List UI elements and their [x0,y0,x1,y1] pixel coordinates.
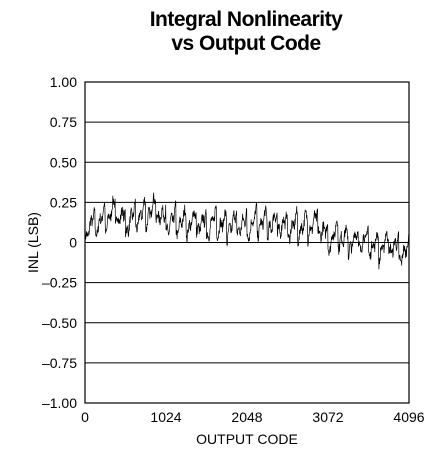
y-tick-labels: 1.00 0.75 0.50 0.25 0 –0.25 –0.50 –0.75 –1.00 [42,74,77,411]
y-tick-label: 0.75 [50,114,77,130]
y-tick-label: –0.75 [42,355,77,371]
x-axis-label: OUTPUT CODE [196,431,298,447]
x-tick-label: 1024 [150,409,181,425]
x-tick-labels: 0 1024 2048 3072 4096 [81,409,425,425]
y-tick-label: –0.25 [42,275,77,291]
x-tick-label: 3072 [312,409,343,425]
plot-frame [84,81,410,404]
chart-title-line-1: Integral Nonlinearity [149,8,343,31]
gridlines [85,121,409,364]
y-tick-label: 0 [69,235,77,251]
x-tick-label: 0 [81,409,89,425]
x-tick-label: 2048 [231,409,262,425]
chart-title-line-2: vs Output Code [171,32,321,55]
y-tick-label: 1.00 [50,74,77,90]
inl-series-line [84,192,410,270]
y-tick-label: 0.25 [50,194,77,210]
x-tick-label: 4096 [393,409,424,425]
y-tick-label: –0.50 [42,315,77,331]
y-tick-label: 0.50 [50,154,77,170]
y-axis-label: INL (LSB) [25,212,41,273]
chart-title: Integral Nonlinearity vs Output Code [85,8,407,56]
y-tick-label: –1.00 [42,395,77,411]
inl-trace-group [84,192,410,270]
